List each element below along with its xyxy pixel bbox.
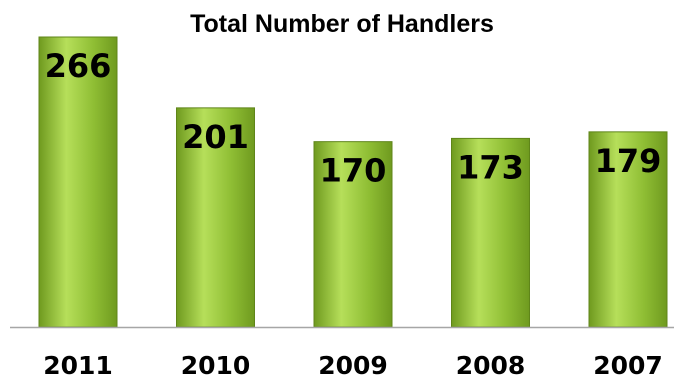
x-tick-labels: 2011 2010 2009 2008 2007	[43, 351, 663, 380]
data-label-2008: 173	[457, 148, 524, 186]
bar-2011	[38, 36, 118, 328]
x-tick-2010: 2010	[181, 351, 251, 380]
bar-2007	[588, 131, 668, 328]
bar-2008	[451, 137, 530, 328]
x-tick-2008: 2008	[456, 351, 526, 380]
x-tick-2007: 2007	[593, 351, 663, 380]
bars-group: 266 201 170 173 179	[38, 36, 668, 328]
chart-title: Total Number of Handlers	[190, 10, 494, 38]
bar-2009	[313, 141, 393, 328]
data-label-2010: 201	[182, 118, 249, 156]
x-tick-2011: 2011	[43, 351, 113, 380]
bar-2010	[176, 107, 255, 328]
data-label-2009: 170	[320, 152, 387, 190]
data-label-2011: 266	[45, 47, 112, 85]
x-tick-2009: 2009	[318, 351, 388, 380]
data-label-2007: 179	[595, 142, 662, 180]
